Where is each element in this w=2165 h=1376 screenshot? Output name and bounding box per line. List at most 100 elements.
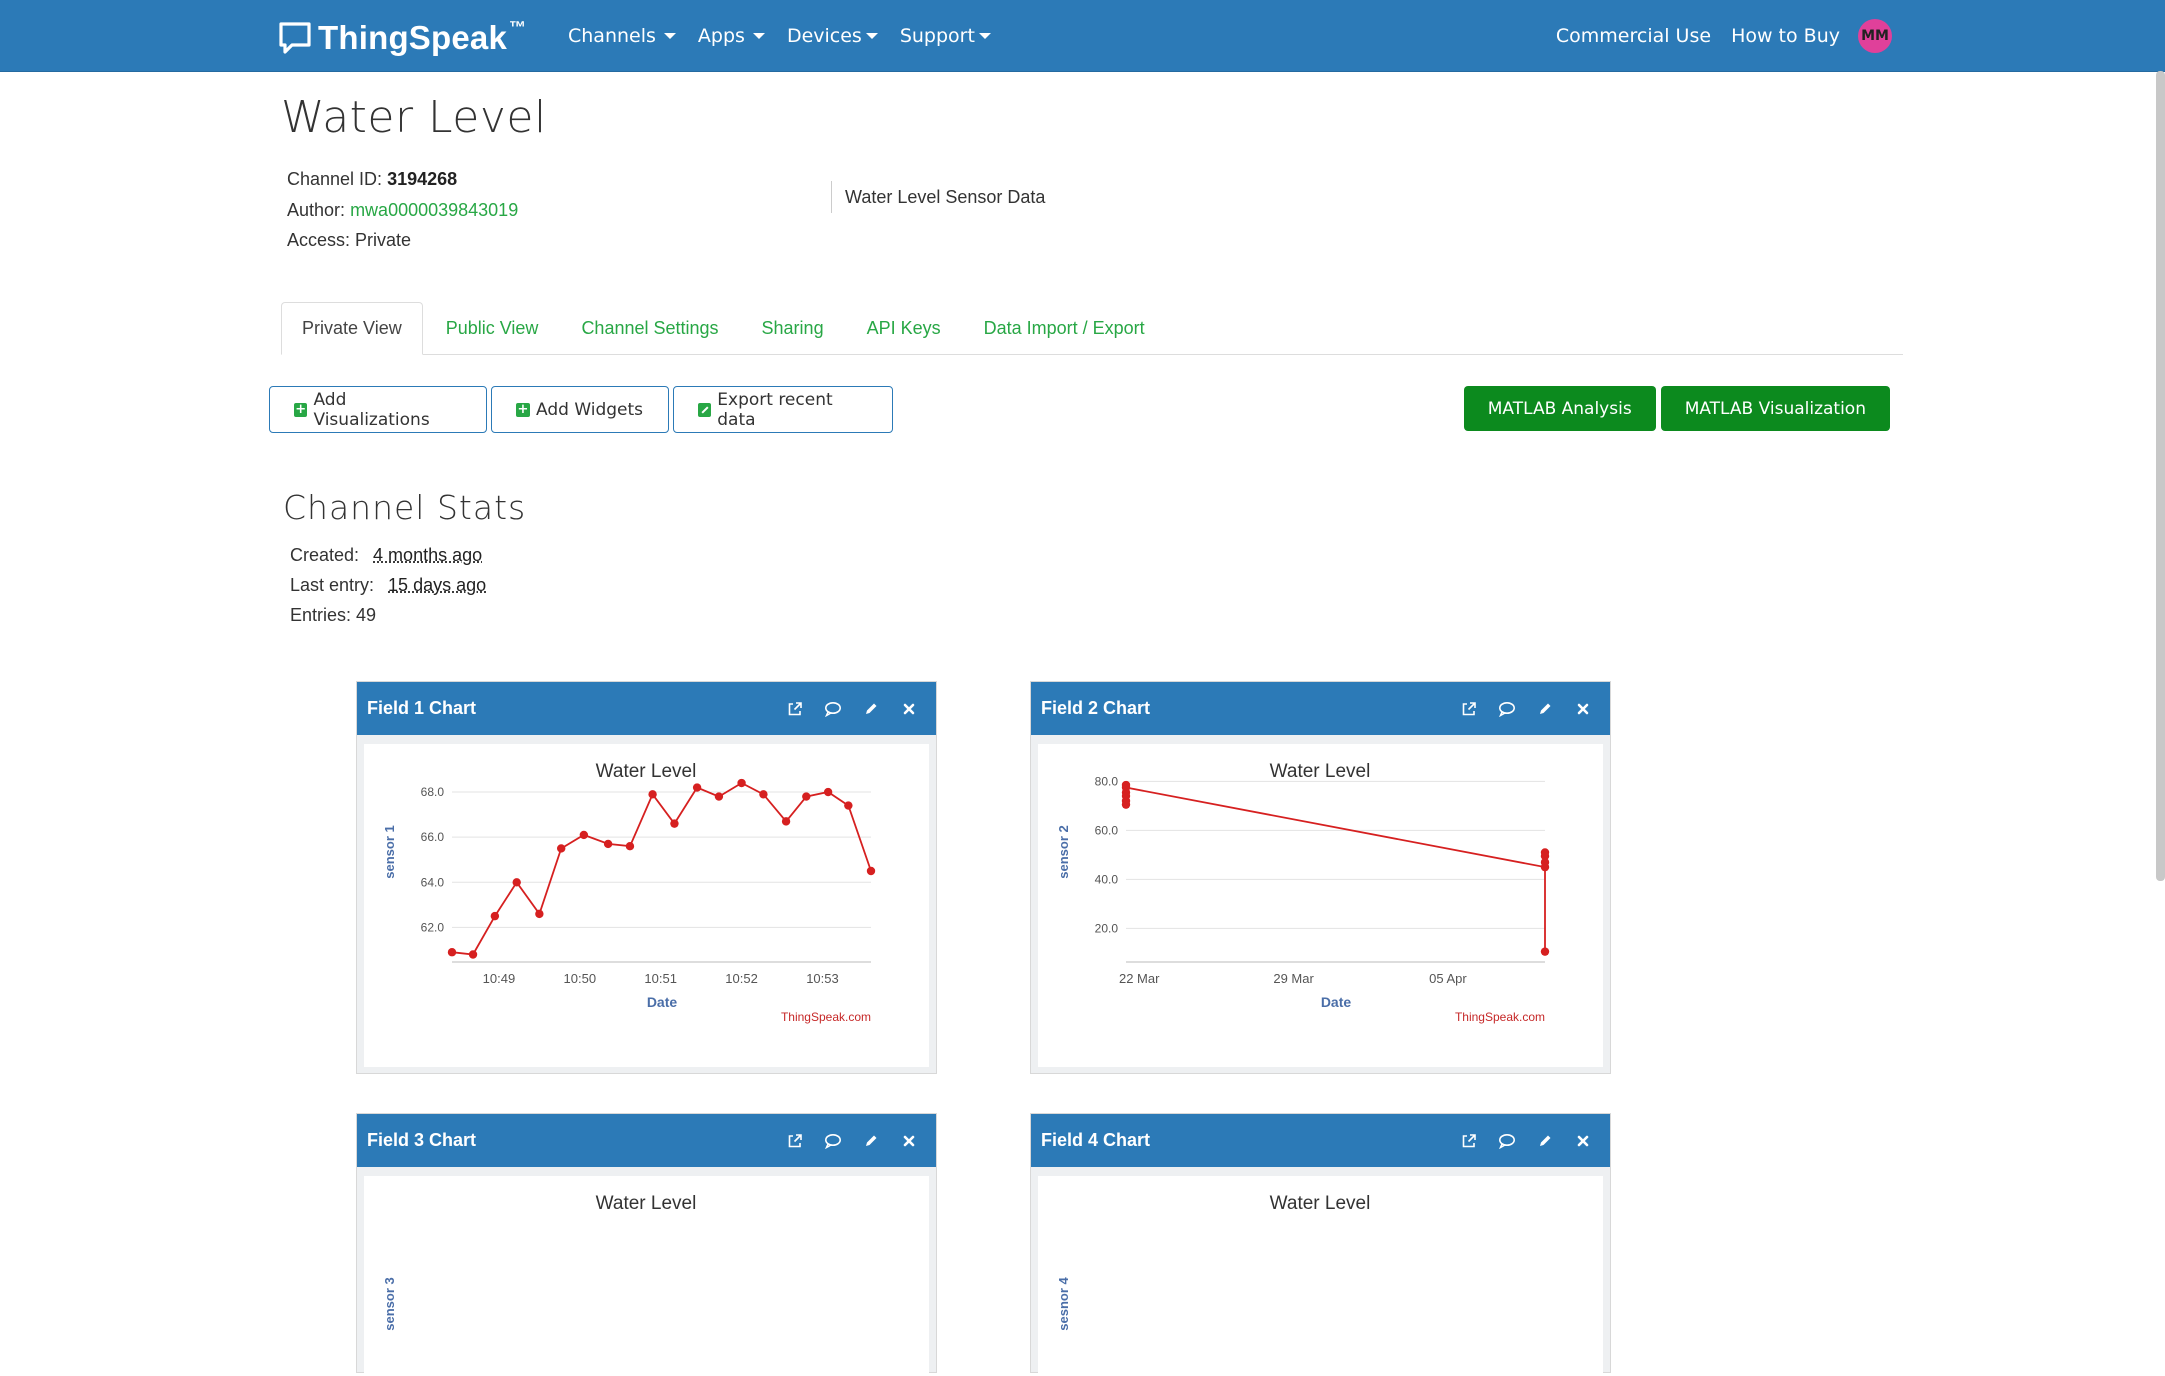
external-link-icon[interactable]: [1460, 1132, 1478, 1150]
nav-apps[interactable]: Apps: [698, 25, 765, 47]
panel-title: Field 3 Chart: [367, 1130, 477, 1150]
tab-private-view[interactable]: Private View: [281, 302, 423, 355]
field-4-line-chart: Water Level sesnor 4: [1056, 1193, 1370, 1331]
page-title: Water Level: [281, 92, 547, 143]
data-point: [1121, 800, 1131, 809]
panel-title: Field 1 Chart: [367, 698, 477, 718]
created-value: 4 months ago: [373, 545, 483, 565]
field-1-line-chart: Water Level sensor 1 Date ThingSpeak.com 62.…: [382, 761, 876, 1024]
field-2-chart-panel: Field 2 Chart Water Level sensor 2 Date Thi…: [1030, 681, 1611, 1074]
x-tick-label: 10:49: [483, 971, 516, 986]
data-point: [670, 819, 679, 828]
external-link-icon[interactable]: [786, 1132, 804, 1150]
comment-icon[interactable]: [1498, 1132, 1516, 1150]
page-scrollbar[interactable]: [2156, 71, 2165, 881]
channel-stats-title: Channel Stats: [283, 488, 527, 527]
tab-sharing[interactable]: Sharing: [761, 317, 824, 338]
nav-commercial-use[interactable]: Commercial Use: [1555, 24, 1712, 47]
add-widgets-button[interactable]: + Add Widgets: [491, 386, 669, 433]
tab-data-import-export[interactable]: Data Import / Export: [983, 317, 1145, 338]
chart-title: Water Level: [1270, 761, 1371, 782]
panel-header: Field 3 Chart: [357, 1114, 936, 1167]
pencil-icon[interactable]: [1536, 700, 1554, 718]
tab-public-view[interactable]: Public View: [445, 317, 539, 338]
user-avatar[interactable]: MM: [1858, 18, 1892, 53]
field-3-line-chart: Water Level sensor 3: [382, 1193, 697, 1331]
last-entry-value: 15 days ago: [388, 575, 487, 595]
data-point: [759, 790, 768, 799]
tab-channel-settings[interactable]: Channel Settings: [581, 317, 719, 338]
comment-icon[interactable]: [1498, 700, 1516, 718]
field-1-chart-panel: Field 1 Chart Water Level sensor 1 Date Thi…: [356, 681, 937, 1074]
access-row: Access: Private: [287, 225, 518, 256]
matlab-analysis-button[interactable]: MATLAB Analysis: [1463, 386, 1656, 431]
caret-down-icon: [752, 32, 765, 39]
nav-how-to-buy[interactable]: How to Buy: [1731, 24, 1840, 47]
access-label: Access:: [287, 230, 351, 250]
channel-stats: Created: 4 months ago Last entry: 15 days …: [290, 540, 486, 630]
y-tick-label: 60.0: [1095, 823, 1119, 837]
x-tick-label: 10:53: [806, 971, 839, 986]
external-link-icon[interactable]: [786, 700, 804, 718]
pencil-icon[interactable]: [1536, 1132, 1554, 1150]
pencil-icon[interactable]: [862, 700, 880, 718]
panel-actions: [1440, 1114, 1592, 1167]
caret-down-icon: [978, 32, 991, 39]
brand-name: ThingSpeak: [318, 19, 508, 56]
close-icon[interactable]: [1574, 700, 1592, 718]
author-row: Author: mwa0000039843019: [287, 195, 518, 226]
chart-credit: ThingSpeak.com: [781, 1010, 871, 1024]
chat-bubble-icon: [279, 22, 311, 54]
tab-api-keys[interactable]: API Keys: [866, 317, 941, 338]
nav-devices-label: Devices: [786, 24, 862, 47]
nav-devices[interactable]: Devices: [787, 25, 878, 47]
chart-area: Water Level sensor 2 Date ThingSpeak.com 20.…: [1038, 744, 1603, 1067]
x-axis-label: Date: [1321, 994, 1352, 1010]
access-value: Private: [355, 230, 412, 250]
top-navbar: ThingSpeak ™ Channels Apps Devices Suppor…: [0, 0, 2165, 72]
channel-id-value: 3194268: [387, 169, 458, 189]
data-point: [468, 950, 478, 959]
panel-actions: [1440, 682, 1592, 735]
chart-credit: ThingSpeak.com: [1455, 1010, 1545, 1024]
y-axis-label: sesnor 4: [1056, 1276, 1071, 1330]
export-recent-data-button[interactable]: Export recent data: [673, 386, 893, 433]
brand-logo[interactable]: ThingSpeak ™: [278, 18, 526, 58]
panel-header: Field 1 Chart: [357, 682, 936, 735]
created-row: Created: 4 months ago: [290, 540, 486, 570]
nav-support[interactable]: Support: [900, 25, 991, 47]
data-point: [625, 841, 635, 851]
data-point: [802, 792, 811, 801]
pencil-icon[interactable]: [862, 1132, 880, 1150]
close-icon[interactable]: [1574, 1132, 1592, 1150]
created-label: Created:: [290, 545, 360, 565]
caret-down-icon: [663, 32, 676, 39]
field-4-chart-panel: Field 4 Chart Water Level sesnor 4: [1030, 1113, 1611, 1376]
external-link-icon[interactable]: [1460, 700, 1478, 718]
data-point: [1540, 848, 1550, 857]
close-icon[interactable]: [900, 700, 918, 718]
y-tick-label: 68.0: [421, 785, 445, 799]
export-recent-data-label: Export recent data: [717, 389, 833, 430]
comment-icon[interactable]: [824, 1132, 842, 1150]
add-widgets-label: Add Widgets: [536, 399, 644, 420]
nav-support-label: Support: [899, 24, 975, 47]
x-tick-label: 10:51: [644, 971, 677, 986]
data-point: [781, 817, 791, 826]
comment-icon[interactable]: [824, 700, 842, 718]
data-point: [603, 839, 613, 849]
data-point: [447, 948, 457, 957]
data-point: [714, 792, 724, 801]
chart-area: Water Level sesnor 4: [1038, 1176, 1603, 1376]
author-link[interactable]: mwa0000039843019: [350, 199, 519, 220]
chart-area: Water Level sensor 1 Date ThingSpeak.com 62.…: [364, 744, 929, 1067]
channel-id-label: Channel ID:: [287, 169, 383, 189]
data-point: [579, 830, 589, 840]
matlab-visualization-button[interactable]: MATLAB Visualization: [1660, 386, 1890, 431]
close-icon[interactable]: [900, 1132, 918, 1150]
entries-label: Entries:: [290, 605, 352, 625]
add-visualizations-button[interactable]: + Add Visualizations: [269, 386, 487, 433]
y-tick-label: 62.0: [421, 920, 445, 934]
nav-channels[interactable]: Channels: [568, 25, 676, 47]
chart-title: Water Level: [596, 1193, 697, 1214]
